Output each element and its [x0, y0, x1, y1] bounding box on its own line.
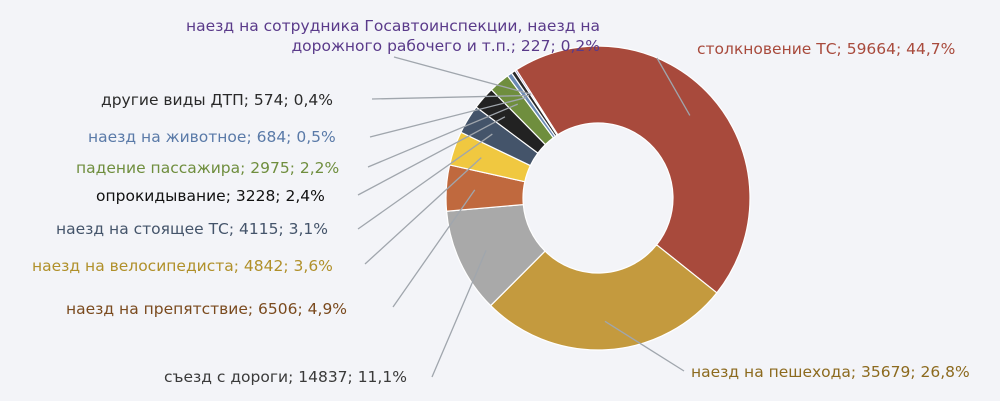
leader-line-4 [364, 157, 482, 265]
leader-line-8 [369, 96, 527, 138]
leader-line-1 [604, 320, 685, 372]
leader-line-7 [367, 103, 519, 168]
leader-line-0 [656, 57, 691, 116]
slice-label-4: наезд на велосипедиста; 4842; 3,6% [32, 257, 333, 275]
slice-label-1: наезд на пешехода; 35679; 26,8% [691, 363, 970, 381]
slice-label-8: наезд на животное; 684; 0,5% [88, 128, 336, 146]
slice-label-6: опрокидывание; 3228; 2,4% [96, 187, 325, 205]
slice-label-3: наезд на препятствие; 6506; 4,9% [66, 300, 348, 318]
slice-label-10: наезд на сотрудника Госавтоинспекции, на… [186, 17, 600, 55]
slice-0 [515, 45, 751, 294]
leader-line-6 [357, 116, 506, 196]
slice-label-7: падение пассажира; 2975; 2,2% [76, 159, 340, 177]
slice-label-0: столкновение ТС; 59664; 44,7% [697, 40, 956, 58]
slice-10 [514, 68, 559, 137]
slice-1 [489, 243, 718, 351]
leader-line-2 [431, 250, 487, 378]
slice-label-2: съезд с дороги; 14837; 11,1% [164, 368, 407, 386]
leader-line-3 [392, 189, 476, 308]
leader-line-9 [371, 94, 530, 100]
leader-line-10 [393, 56, 532, 95]
leader-line-5 [357, 133, 493, 230]
slice-label-9: другие виды ДТП; 574; 0,4% [101, 91, 333, 109]
slice-label-5: наезд на стоящее ТС; 4115; 3,1% [56, 220, 328, 238]
